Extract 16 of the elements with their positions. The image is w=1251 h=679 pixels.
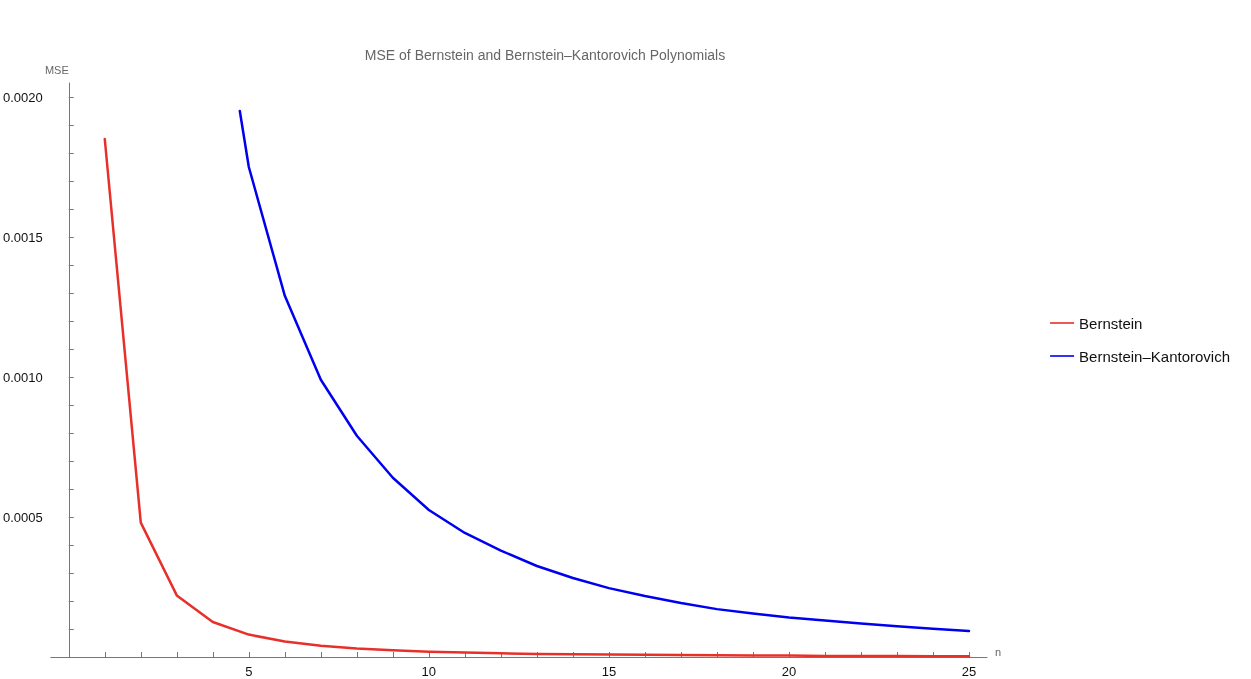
y-tick-label: 0.0015 bbox=[3, 229, 43, 245]
legend-label: Bernstein–Kantorovich bbox=[1079, 347, 1231, 365]
y-axis-title: MSE bbox=[44, 63, 69, 76]
x-tick-label: 15 bbox=[601, 664, 617, 679]
line-series bbox=[103, 137, 971, 658]
x-tick-label: 20 bbox=[781, 664, 797, 679]
legend-label: Bernstein bbox=[1079, 314, 1143, 332]
x-tick-label: 25 bbox=[961, 664, 977, 679]
x-tick-label: 10 bbox=[421, 664, 437, 679]
y-tick-label: 0.0020 bbox=[3, 89, 43, 105]
y-tick-label: 0.0010 bbox=[3, 369, 43, 385]
line-series bbox=[238, 109, 971, 633]
x-axis-title: n bbox=[995, 645, 1002, 658]
y-tick-label: 0.0005 bbox=[3, 509, 43, 525]
chart-title: MSE of Bernstein and Bernstein–Kantorovich Polynomials bbox=[364, 47, 726, 63]
x-tick-label: 5 bbox=[245, 664, 253, 679]
